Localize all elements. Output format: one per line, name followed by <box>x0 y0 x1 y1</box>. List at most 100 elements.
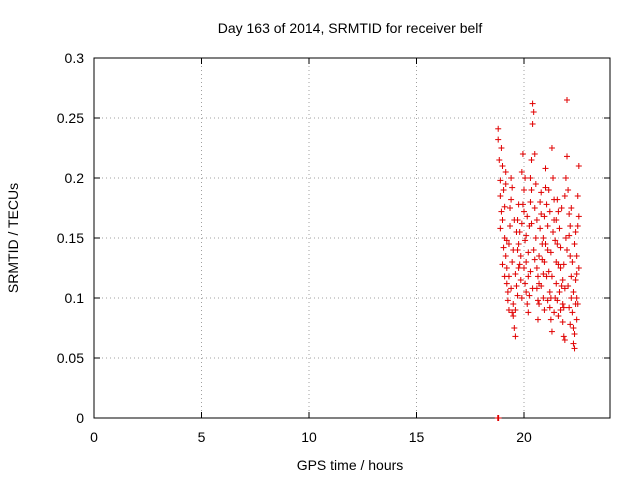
data-point <box>525 273 532 280</box>
chart-title: Day 163 of 2014, SRMTID for receiver bel… <box>218 20 483 36</box>
data-point <box>572 277 579 283</box>
data-point <box>536 253 543 259</box>
data-point <box>503 265 510 271</box>
data-point <box>508 196 515 203</box>
data-point <box>575 213 582 220</box>
data-point <box>515 241 522 247</box>
data-point <box>540 235 547 241</box>
data-point <box>574 301 581 307</box>
data-point <box>500 187 507 193</box>
data-point <box>523 232 530 239</box>
data-point <box>515 265 522 271</box>
x-tick-label: 15 <box>409 429 425 445</box>
data-point <box>521 208 527 215</box>
data-point <box>510 247 517 253</box>
data-point <box>558 205 565 211</box>
data-point <box>558 283 565 289</box>
data-point <box>525 249 532 256</box>
data-point <box>554 196 561 203</box>
data-point <box>571 345 578 352</box>
data-point <box>495 125 502 132</box>
data-point <box>555 313 562 319</box>
data-point <box>518 295 525 301</box>
data-point <box>573 271 580 277</box>
data-point <box>512 333 519 340</box>
data-point <box>523 259 530 265</box>
data-point <box>567 223 574 229</box>
data-point <box>526 292 533 299</box>
data-point <box>542 184 549 191</box>
data-point <box>569 259 576 265</box>
data-point <box>524 301 531 307</box>
data-point <box>544 247 551 253</box>
data-point <box>561 193 568 199</box>
data-point <box>508 175 515 181</box>
data-point <box>557 244 564 251</box>
y-axis-label: SRMTID / TECUs <box>5 183 21 293</box>
data-point <box>514 292 521 299</box>
data-point <box>545 187 552 193</box>
data-point <box>496 157 503 163</box>
data-point <box>511 325 518 331</box>
data-point <box>509 309 516 316</box>
data-point <box>523 289 530 295</box>
data-point <box>498 208 505 215</box>
data-point <box>497 225 504 232</box>
data-point <box>533 265 540 271</box>
data-point <box>548 273 555 280</box>
data-point <box>510 313 517 319</box>
data-point <box>497 193 504 199</box>
data-point <box>556 225 563 232</box>
x-tick-label: 0 <box>90 429 98 445</box>
data-point <box>550 175 557 181</box>
data-point <box>519 201 526 208</box>
data-point <box>531 256 538 263</box>
data-point <box>530 109 537 115</box>
data-point <box>562 175 569 181</box>
data-point <box>557 265 564 271</box>
data-point <box>511 217 518 223</box>
data-point <box>565 187 572 193</box>
data-point <box>532 181 539 187</box>
data-point <box>571 241 578 247</box>
data-point <box>574 193 581 199</box>
data-point <box>571 331 578 337</box>
data-point <box>529 121 536 127</box>
data-point <box>495 136 502 143</box>
data-point <box>543 273 550 280</box>
data-point <box>522 175 529 181</box>
y-tick-label: 0.25 <box>57 110 84 126</box>
y-tick-label: 0.05 <box>57 350 84 366</box>
data-point <box>556 289 563 295</box>
data-point <box>532 235 539 241</box>
data-point <box>572 229 579 235</box>
y-tick-label: 0.1 <box>65 290 85 306</box>
data-point <box>557 307 564 313</box>
data-point <box>568 273 575 280</box>
data-point <box>559 301 566 307</box>
data-point <box>564 97 570 103</box>
data-point <box>522 280 529 287</box>
data-point <box>529 100 536 107</box>
data-point <box>527 199 534 205</box>
data-point <box>533 217 540 223</box>
data-point <box>528 187 535 193</box>
data-point <box>538 283 545 289</box>
data-point <box>560 261 567 268</box>
y-tick-label: 0.15 <box>57 230 84 246</box>
data-point <box>519 151 526 157</box>
data-point <box>517 253 524 259</box>
data-point <box>497 177 504 184</box>
data-point <box>537 225 544 232</box>
data-point <box>508 285 515 292</box>
data-point <box>513 229 520 235</box>
data-point <box>524 213 531 220</box>
data-point <box>525 309 532 316</box>
data-point <box>550 229 557 235</box>
data-point <box>512 271 519 277</box>
data-point <box>504 289 511 295</box>
data-point <box>537 199 544 205</box>
data-point <box>512 307 519 313</box>
data-point <box>570 289 577 295</box>
data-point <box>501 203 508 210</box>
